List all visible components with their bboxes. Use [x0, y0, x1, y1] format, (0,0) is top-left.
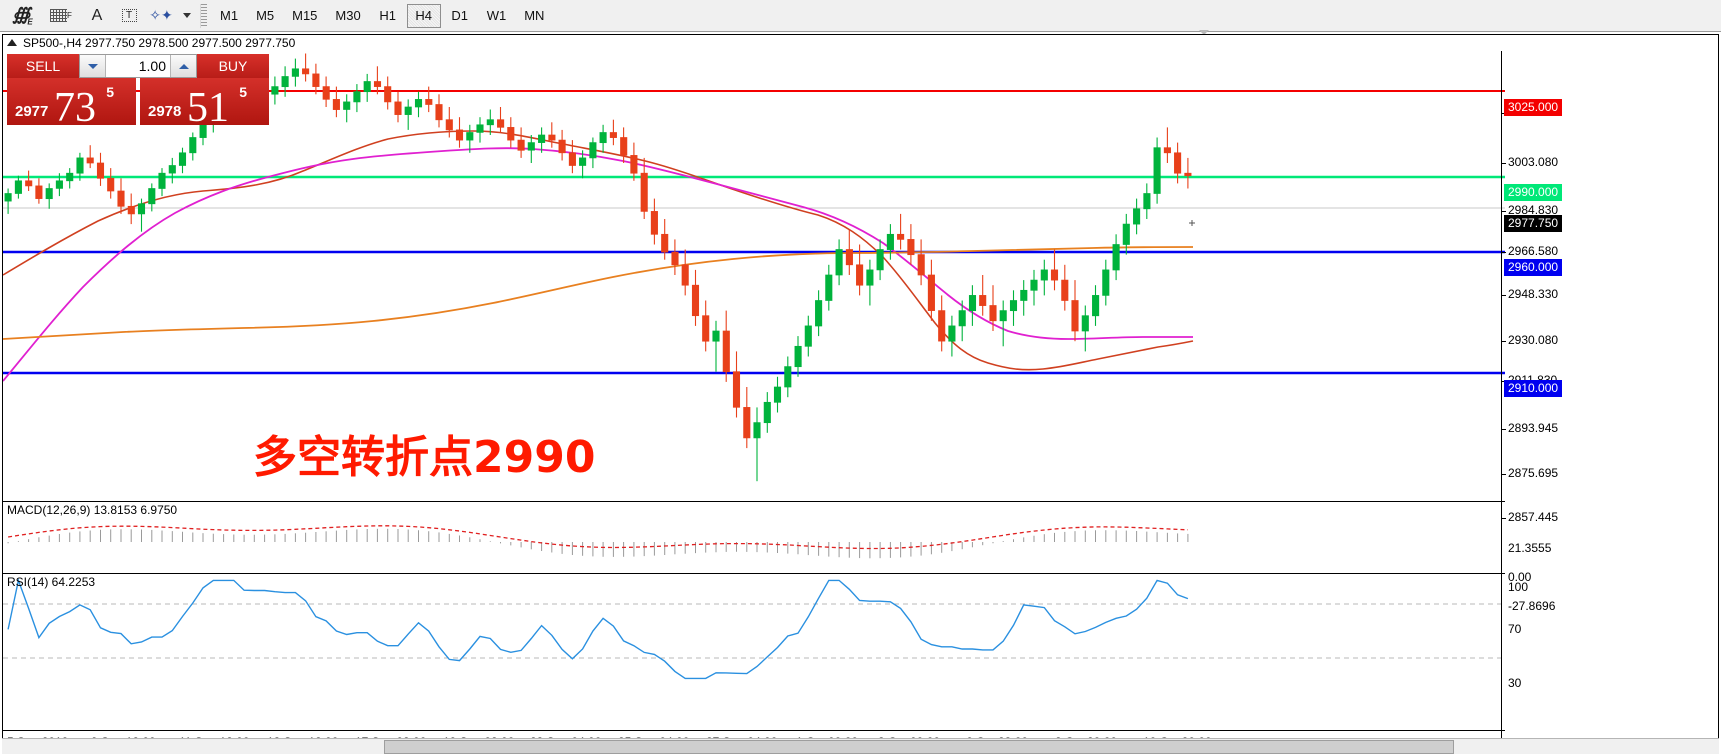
- rsi-label: RSI(14) 64.2253: [7, 575, 96, 589]
- volume-decrease-button[interactable]: [80, 55, 106, 77]
- volume-stepper[interactable]: 1.00: [79, 54, 197, 78]
- timeframe-w1[interactable]: W1: [486, 8, 507, 23]
- text-box-icon[interactable]: T: [114, 2, 144, 30]
- macd-axis-label: 21.3555: [1508, 541, 1552, 555]
- axis-tick: [1502, 211, 1506, 212]
- sell-price-tile[interactable]: 2977 73 5: [7, 78, 136, 129]
- macd-label: MACD(12,26,9) 13.8153 6.9750: [7, 503, 178, 517]
- chart-collapse-caret-icon[interactable]: [1199, 30, 1209, 35]
- sell-price-major: 73: [54, 85, 96, 131]
- objects-icon[interactable]: ✧✦: [149, 7, 173, 23]
- price-axis-label: 2984.830: [1508, 203, 1559, 217]
- rsi-axis-label: 100: [1508, 580, 1529, 594]
- horizontal-scrollbar[interactable]: [2, 738, 1719, 754]
- chart-panes: 多空转折点2990 MACD(12,26,9) 13.8153 6.9750 R…: [3, 51, 1718, 752]
- trade-controls-row: SELL 1.00 BUY: [7, 54, 269, 78]
- price-axis-label: 2930.080: [1508, 333, 1559, 347]
- chart-annotation-text: 多空转折点2990: [253, 432, 596, 483]
- timeframe-m15[interactable]: M15: [292, 8, 318, 23]
- price-pane[interactable]: 多空转折点2990: [3, 51, 1505, 499]
- rsi-pane[interactable]: RSI(14) 64.2253: [3, 573, 1505, 685]
- chart-title-text: SP500-,H4 2977.750 2978.500 2977.500 297…: [23, 35, 296, 50]
- timeframe-m1[interactable]: M1: [220, 8, 239, 23]
- price-axis-label: 2857.445: [1508, 510, 1559, 524]
- buy-price-integer: 2978: [148, 103, 182, 120]
- timeframe-h4[interactable]: H4: [406, 3, 441, 28]
- price-chart-svg: [3, 51, 1505, 499]
- main-toolbar: ∰E F A T ✧✦ M1 M5 M15 M30 H1 H4 D1 W1 MN: [0, 0, 1721, 32]
- rsi-axis-label: 70: [1508, 622, 1522, 636]
- volume-input[interactable]: 1.00: [138, 58, 166, 74]
- sell-price-fraction: 5: [106, 84, 114, 100]
- buy-price-fraction: 5: [239, 84, 247, 100]
- axis-tick: [1502, 295, 1506, 296]
- text-label-icon[interactable]: A: [91, 6, 103, 24]
- macd-axis-label: -27.8696: [1508, 599, 1556, 613]
- price-axis-label: 2948.330: [1508, 287, 1559, 301]
- axis-tick: [1502, 341, 1506, 342]
- buy-price-major: 51: [187, 85, 229, 131]
- timeframe-m30[interactable]: M30: [335, 8, 361, 23]
- buy-price-tile[interactable]: 2978 51 5: [140, 78, 269, 129]
- price-level-badge[interactable]: 2910.000: [1504, 380, 1563, 397]
- objects-dropdown-icon[interactable]: [178, 2, 196, 30]
- scrollbar-thumb[interactable]: [384, 740, 1454, 754]
- price-axis-label: 3003.080: [1508, 155, 1559, 169]
- axis-tick: [1502, 163, 1506, 164]
- price-level-badge[interactable]: 3025.000: [1504, 99, 1563, 116]
- rsi-chart-svg: [3, 574, 1505, 685]
- axis-tick: [1502, 252, 1506, 253]
- timeframe-d1[interactable]: D1: [451, 8, 469, 23]
- chevron-down-icon: [87, 63, 98, 69]
- axis-tick: [1502, 474, 1506, 475]
- chevron-up-icon: [178, 63, 189, 69]
- axis-tick: [1502, 429, 1506, 430]
- chart-expand-icon[interactable]: [7, 39, 17, 46]
- volume-increase-button[interactable]: [170, 55, 196, 77]
- timeframe-mn[interactable]: MN: [524, 8, 545, 23]
- price-level-badge[interactable]: 2977.750: [1504, 215, 1563, 232]
- sell-button[interactable]: SELL: [7, 54, 79, 78]
- price-axis-label: 2966.580: [1508, 244, 1559, 258]
- one-click-trading-panel[interactable]: SELL 1.00 BUY 2977 73 5: [7, 54, 269, 129]
- price-axis[interactable]: 3020.9653003.0802984.8302966.5802948.330…: [1501, 51, 1718, 752]
- axis-tick: [1502, 518, 1506, 519]
- toolbar-separator: [200, 3, 207, 28]
- chart-title-bar: SP500-,H4 2977.750 2978.500 2977.500 297…: [3, 35, 1718, 50]
- macd-chart-svg: [3, 502, 1505, 571]
- fibonacci-icon[interactable]: ∰E: [12, 4, 33, 27]
- timeframe-h1[interactable]: H1: [379, 8, 397, 23]
- macd-axis-label: 0.00: [1508, 570, 1532, 584]
- rsi-axis-label: 30: [1508, 676, 1522, 690]
- grid-icon[interactable]: F: [42, 2, 80, 30]
- chart-window: SP500-,H4 2977.750 2978.500 2977.500 297…: [2, 34, 1719, 752]
- price-axis-label: 2893.945: [1508, 421, 1559, 435]
- price-level-badge[interactable]: 2990.000: [1504, 184, 1563, 201]
- buy-button[interactable]: BUY: [197, 54, 269, 78]
- price-axis-label: 2875.695: [1508, 466, 1559, 480]
- sell-price-integer: 2977: [15, 103, 49, 120]
- price-level-badge[interactable]: 2960.000: [1504, 259, 1563, 276]
- timeframe-m5[interactable]: M5: [256, 8, 275, 23]
- trade-prices-row: 2977 73 5 2978 51 5: [7, 78, 269, 129]
- macd-pane[interactable]: MACD(12,26,9) 13.8153 6.9750: [3, 501, 1505, 571]
